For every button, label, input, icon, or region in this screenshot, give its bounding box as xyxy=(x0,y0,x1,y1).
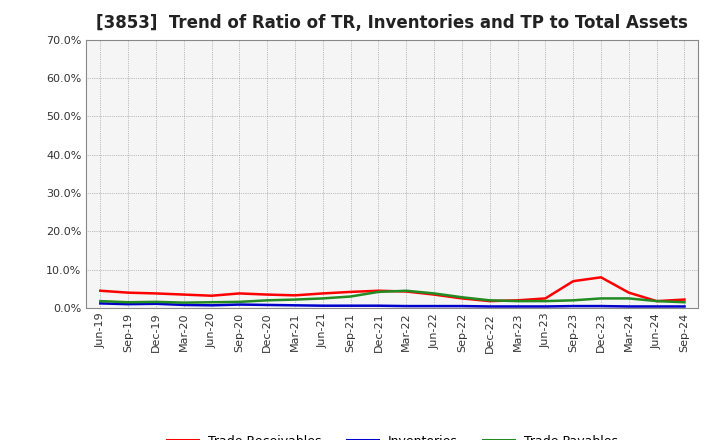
Inventories xyxy=(541,304,550,309)
Trade Receivables xyxy=(263,292,271,297)
Trade Payables xyxy=(569,298,577,303)
Trade Payables xyxy=(680,300,689,305)
Inventories xyxy=(96,301,104,306)
Trade Payables xyxy=(374,289,383,294)
Inventories xyxy=(152,301,161,306)
Trade Payables xyxy=(318,296,327,301)
Trade Payables xyxy=(402,288,410,293)
Trade Payables xyxy=(624,296,633,301)
Trade Payables xyxy=(485,298,494,303)
Trade Payables xyxy=(96,298,104,304)
Inventories xyxy=(235,302,243,307)
Trade Receivables xyxy=(318,291,327,296)
Trade Receivables xyxy=(152,291,161,296)
Inventories xyxy=(263,302,271,308)
Trade Payables xyxy=(263,298,271,303)
Trade Receivables xyxy=(430,292,438,297)
Trade Payables xyxy=(207,300,216,305)
Legend: Trade Receivables, Inventories, Trade Payables: Trade Receivables, Inventories, Trade Pa… xyxy=(167,435,618,440)
Inventories xyxy=(624,304,633,309)
Trade Receivables xyxy=(124,290,132,295)
Line: Inventories: Inventories xyxy=(100,304,685,307)
Trade Payables xyxy=(597,296,606,301)
Trade Receivables xyxy=(597,275,606,280)
Trade Receivables xyxy=(541,296,550,301)
Inventories xyxy=(569,304,577,309)
Trade Receivables xyxy=(402,289,410,294)
Inventories xyxy=(318,303,327,308)
Inventories xyxy=(430,304,438,309)
Trade Receivables xyxy=(374,288,383,293)
Trade Receivables xyxy=(569,279,577,284)
Trade Receivables xyxy=(652,298,661,304)
Trade Receivables xyxy=(513,298,522,303)
Trade Payables xyxy=(124,300,132,305)
Trade Receivables xyxy=(485,298,494,304)
Inventories xyxy=(652,304,661,309)
Trade Payables xyxy=(430,291,438,296)
Trade Payables xyxy=(346,294,355,299)
Trade Receivables xyxy=(346,289,355,294)
Inventories xyxy=(179,302,188,308)
Inventories xyxy=(513,304,522,309)
Trade Receivables xyxy=(207,293,216,298)
Inventories xyxy=(458,304,467,309)
Title: [3853]  Trend of Ratio of TR, Inventories and TP to Total Assets: [3853] Trend of Ratio of TR, Inventories… xyxy=(96,15,688,33)
Trade Payables xyxy=(291,297,300,302)
Trade Receivables xyxy=(96,288,104,293)
Trade Receivables xyxy=(458,296,467,301)
Inventories xyxy=(485,304,494,309)
Inventories xyxy=(374,303,383,308)
Trade Receivables xyxy=(179,292,188,297)
Inventories xyxy=(291,303,300,308)
Inventories xyxy=(680,304,689,309)
Inventories xyxy=(207,303,216,308)
Trade Receivables xyxy=(680,297,689,302)
Trade Receivables xyxy=(235,291,243,296)
Inventories xyxy=(346,303,355,308)
Trade Payables xyxy=(235,299,243,304)
Line: Trade Receivables: Trade Receivables xyxy=(100,277,685,301)
Trade Receivables xyxy=(624,290,633,295)
Inventories xyxy=(402,304,410,309)
Trade Payables xyxy=(458,295,467,300)
Trade Payables xyxy=(179,300,188,305)
Line: Trade Payables: Trade Payables xyxy=(100,291,685,303)
Inventories xyxy=(597,304,606,309)
Trade Receivables xyxy=(291,293,300,298)
Trade Payables xyxy=(541,298,550,304)
Trade Payables xyxy=(513,298,522,304)
Trade Payables xyxy=(652,298,661,304)
Trade Payables xyxy=(152,299,161,304)
Inventories xyxy=(124,301,132,307)
